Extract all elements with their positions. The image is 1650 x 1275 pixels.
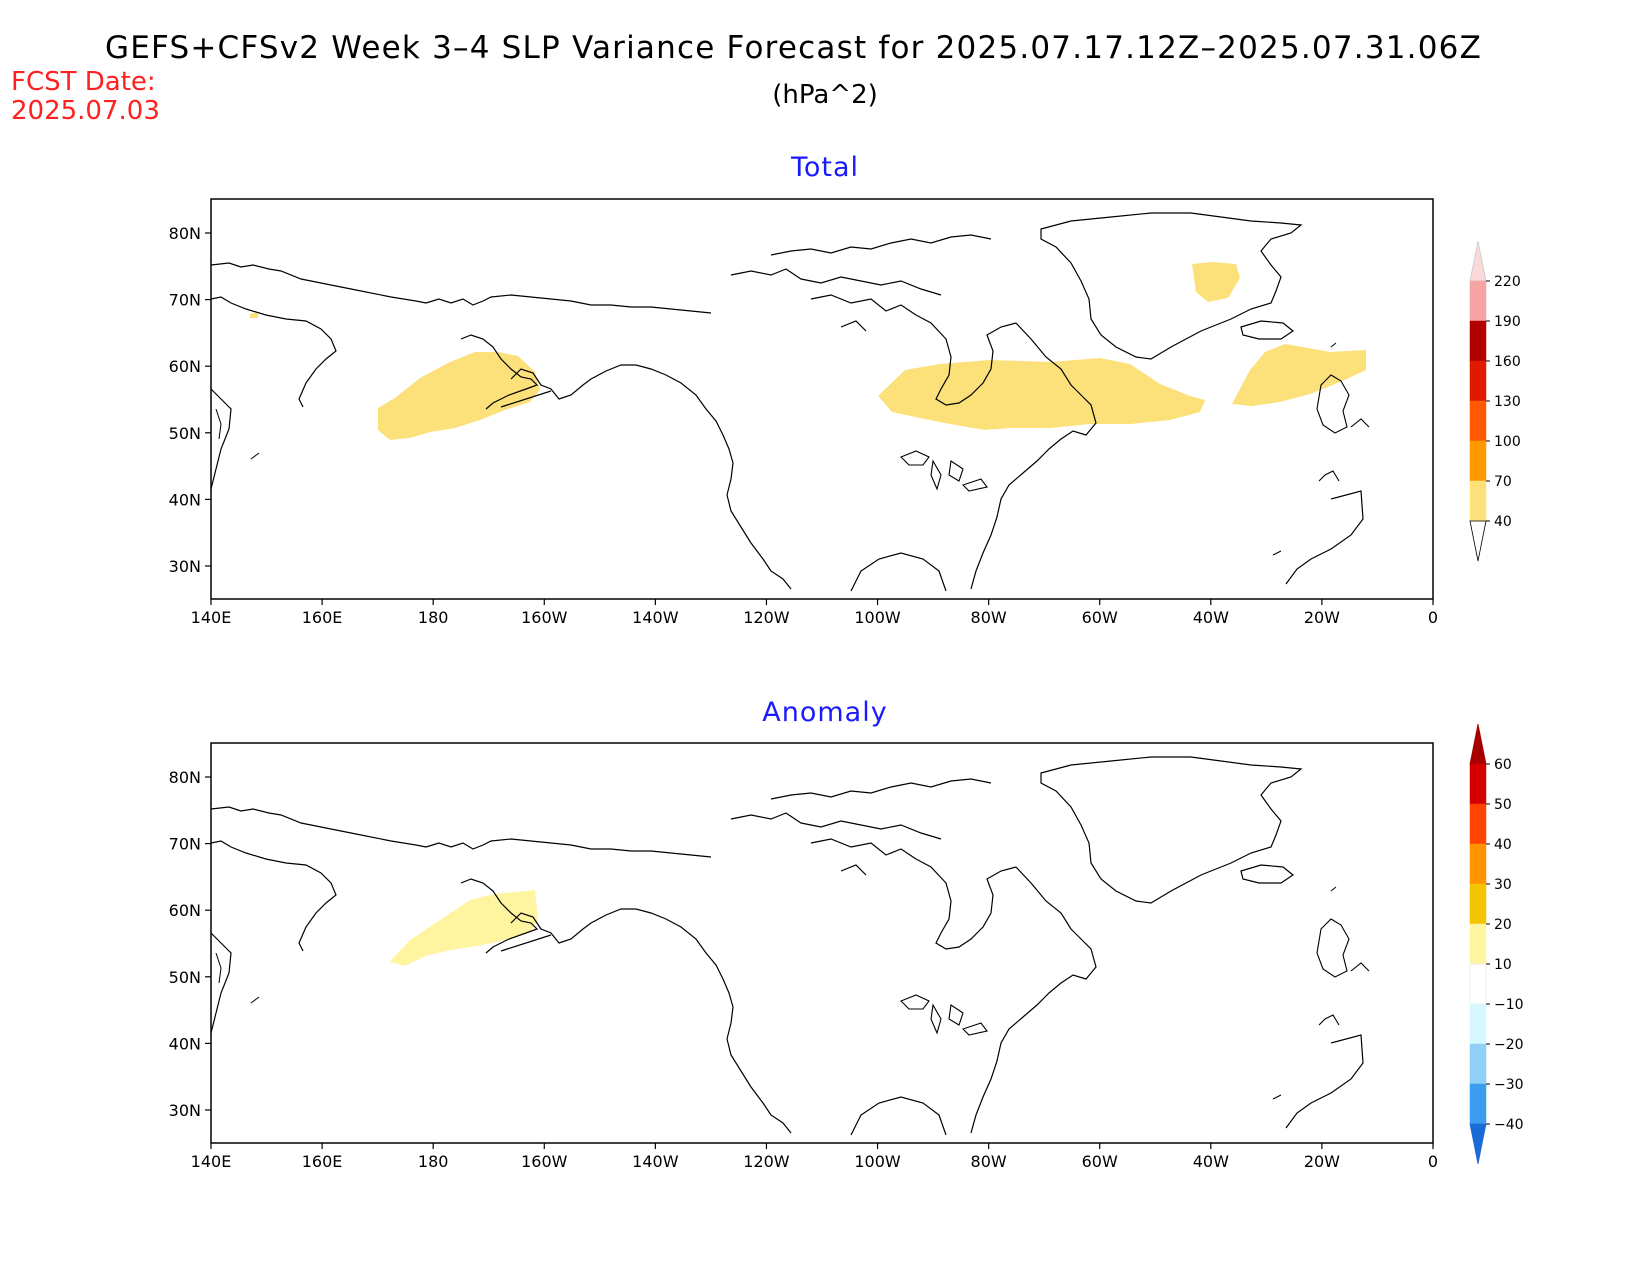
lon-tick-label: 160E	[302, 1152, 343, 1171]
lat-ticks-total: 80N 70N 60N 50N 40N 30N	[169, 224, 211, 576]
panel-title-total: Total	[790, 152, 860, 183]
lat-ticks-anomaly: 80N 70N 60N 50N 40N 30N	[169, 768, 211, 1120]
colorbar-segment	[1469, 923, 1487, 965]
lon-ticks-total: 140E 160E 180 160W 140W 120W 100W 80W 60W 40W 20W 0	[191, 599, 1438, 627]
colorbar-label: 160	[1494, 354, 1521, 370]
colorbar-label: 30	[1494, 877, 1512, 893]
lat-tick-label: 80N	[169, 768, 201, 787]
colorbar-label: −10	[1494, 997, 1524, 1013]
lat-tick-label: 40N	[169, 1034, 201, 1053]
colorbar-segment	[1469, 320, 1487, 362]
lon-tick-label: 140E	[191, 1152, 232, 1171]
lon-tick-label: 80W	[971, 608, 1007, 627]
colorbar-label: 60	[1494, 757, 1512, 773]
lon-tick-label: 20W	[1304, 608, 1340, 627]
colorbar-segment	[1469, 1043, 1487, 1085]
lon-tick-label: 140W	[632, 1152, 679, 1171]
forecast-date-label: FCST Date:	[11, 67, 156, 97]
colorbar-label: −20	[1494, 1037, 1524, 1053]
colorbar-segment	[1469, 963, 1487, 1005]
map-panel-anomaly: 140E 160E 180 160W 140W 120W 100W 80W 60W 40W 20W 0…	[169, 742, 1438, 1171]
colorbar-bottom-arrow	[1469, 520, 1487, 562]
lat-tick-label: 70N	[169, 835, 201, 854]
lat-tick-label: 30N	[169, 1101, 201, 1120]
shaded-region-bering	[378, 352, 540, 440]
lat-tick-label: 40N	[169, 490, 201, 509]
map-panel-total: 140E 160E 180 160W 140W 120W 100W 80W 60W 40W 20W 0…	[169, 198, 1438, 627]
lon-ticks-anomaly: 140E 160E 180 160W 140W 120W 100W 80W 60W 40W 20W 0	[191, 1143, 1438, 1171]
shaded-region-bering-anomaly	[390, 890, 538, 966]
forecast-date-value: 2025.07.03	[11, 96, 160, 126]
colorbar-total: 220 190 160 130 100 70 40	[1469, 240, 1521, 562]
colorbar-label: −40	[1494, 1117, 1524, 1133]
lon-tick-label: 140E	[191, 608, 232, 627]
lon-tick-label: 120W	[743, 1152, 790, 1171]
lon-tick-label: 120W	[743, 608, 790, 627]
lat-tick-label: 50N	[169, 968, 201, 987]
colorbar-label: 100	[1494, 434, 1521, 450]
colorbar-segment	[1469, 883, 1487, 925]
lon-tick-label: 40W	[1193, 608, 1229, 627]
lon-tick-label: 0	[1428, 608, 1438, 627]
panel-title-anomaly: Anomaly	[762, 697, 888, 728]
lat-tick-label: 70N	[169, 291, 201, 310]
colorbar-segment	[1469, 440, 1487, 482]
colorbar-label: 10	[1494, 957, 1512, 973]
lon-tick-label: 160W	[521, 608, 568, 627]
lon-tick-label: 60W	[1082, 1152, 1118, 1171]
lon-tick-label: 80W	[971, 1152, 1007, 1171]
lat-tick-label: 60N	[169, 901, 201, 920]
colorbar-top-arrow	[1469, 723, 1487, 765]
lat-tick-label: 60N	[169, 357, 201, 376]
map-frame-total	[210, 198, 1434, 600]
colorbar-segment	[1469, 763, 1487, 805]
colorbar-label: 190	[1494, 314, 1521, 330]
colorbar-segment	[1469, 1003, 1487, 1045]
colorbar-segment	[1469, 803, 1487, 845]
lon-tick-label: 40W	[1193, 1152, 1229, 1171]
colorbar-segment	[1469, 360, 1487, 402]
lon-tick-label: 160E	[302, 608, 343, 627]
colorbar-label: 220	[1494, 274, 1521, 290]
colorbar-anomaly: 60 50 40 30 20 10 −10 −20 −30 −40	[1469, 723, 1524, 1165]
colorbar-segment	[1469, 400, 1487, 442]
lon-tick-label: 100W	[854, 1152, 901, 1171]
lat-tick-label: 50N	[169, 424, 201, 443]
shaded-region-canada	[878, 358, 1205, 430]
main-title: GEFS+CFSv2 Week 3–4 SLP Variance Forecas…	[105, 30, 1482, 66]
shaded-region-siberia	[250, 312, 258, 318]
colorbar-label: −30	[1494, 1077, 1524, 1093]
colorbar-top-arrow	[1469, 240, 1487, 282]
units-label: (hPa^2)	[772, 80, 878, 110]
lon-tick-label: 100W	[854, 608, 901, 627]
colorbar-segment	[1469, 1083, 1487, 1125]
lat-tick-label: 80N	[169, 224, 201, 243]
lon-tick-label: 180	[418, 608, 449, 627]
colorbar-segment	[1469, 480, 1487, 522]
lon-tick-label: 140W	[632, 608, 679, 627]
lon-tick-label: 20W	[1304, 1152, 1340, 1171]
forecast-date-block: FCST Date: 2025.07.03	[11, 68, 160, 126]
lon-tick-label: 0	[1428, 1152, 1438, 1171]
map-frame-anomaly	[210, 742, 1434, 1144]
shaded-region-north-atlantic	[1232, 344, 1366, 406]
colorbar-label: 70	[1494, 474, 1512, 490]
colorbar-label: 130	[1494, 394, 1521, 410]
lat-tick-label: 30N	[169, 557, 201, 576]
colorbar-label: 50	[1494, 797, 1512, 813]
colorbar-label: 40	[1494, 837, 1512, 853]
colorbar-label: 40	[1494, 514, 1512, 530]
lon-tick-label: 160W	[521, 1152, 568, 1171]
colorbar-bottom-arrow	[1469, 1123, 1487, 1165]
colorbar-segment	[1469, 280, 1487, 322]
shaded-region-greenland	[1192, 262, 1240, 302]
colorbar-label: 20	[1494, 917, 1512, 933]
lon-tick-label: 180	[418, 1152, 449, 1171]
lon-tick-label: 60W	[1082, 608, 1118, 627]
colorbar-segment	[1469, 843, 1487, 885]
